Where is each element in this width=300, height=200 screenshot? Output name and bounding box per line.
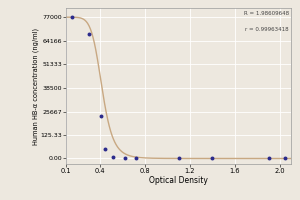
Point xyxy=(86,32,91,35)
Point xyxy=(266,157,271,160)
Point xyxy=(98,115,103,118)
Point xyxy=(122,157,127,160)
Point xyxy=(103,148,108,151)
Point xyxy=(283,157,288,160)
Point xyxy=(69,16,74,19)
Point xyxy=(210,157,215,160)
Y-axis label: Human HB-α concentration (ng/ml): Human HB-α concentration (ng/ml) xyxy=(32,27,39,145)
Point xyxy=(111,156,116,159)
Text: R = 1.98609648: R = 1.98609648 xyxy=(244,11,289,16)
Point xyxy=(133,157,138,160)
Point xyxy=(176,157,181,160)
X-axis label: Optical Density: Optical Density xyxy=(149,176,208,185)
Text: r = 0.99963418: r = 0.99963418 xyxy=(245,27,289,32)
